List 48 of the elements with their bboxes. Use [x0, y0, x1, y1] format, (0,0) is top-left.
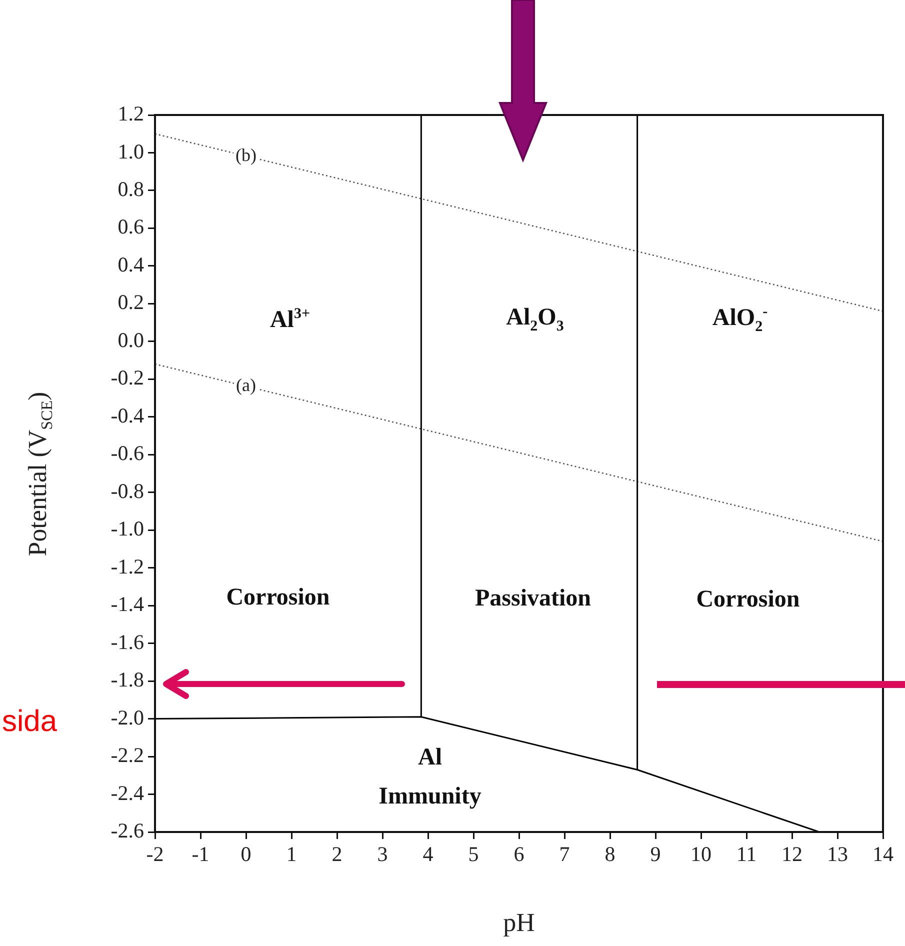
y-tick-label: -1.0	[110, 516, 144, 541]
y-tick-label: 0.2	[118, 290, 144, 314]
y-tick-label: -2.2	[110, 743, 144, 768]
y-tick-label: -2.0	[110, 705, 144, 730]
x-axis-title: pH	[503, 908, 535, 938]
y-tick-label: -2.6	[110, 818, 144, 843]
x-tick-label: 3	[377, 842, 388, 866]
y-tick-label: -0.8	[110, 478, 144, 503]
x-tick-label: 2	[332, 842, 342, 866]
y-tick-label: 0.6	[118, 214, 144, 239]
series-label: (a)	[236, 374, 256, 395]
x-tick-label: 12	[782, 842, 802, 866]
annotation: Al$_{2}$O$_{3}$	[506, 304, 564, 336]
y-tick-label: 0.4	[118, 252, 144, 276]
x-tick-label: -2	[146, 842, 164, 866]
annotation: Al$^{3+}$	[270, 306, 310, 334]
y-tick-label: 0.0	[118, 328, 144, 352]
y-tick-label: -0.2	[110, 366, 144, 390]
x-tick-label: 6	[514, 842, 524, 866]
x-tick-label: 0	[240, 842, 252, 866]
y-tick-label: -1.4	[110, 592, 144, 616]
x-tick-label: 4	[422, 842, 434, 866]
x-tick-label: 10	[690, 842, 712, 866]
x-tick-label: 9	[650, 842, 661, 866]
y-tick-label: 1.2	[118, 102, 144, 126]
annotation: Corrosion	[226, 584, 330, 612]
annotation: Al	[418, 744, 442, 772]
x-tick-label: 1	[286, 842, 297, 866]
x-tick-label: -1	[192, 842, 210, 866]
y-tick-label: -0.6	[110, 441, 144, 466]
text: sida	[2, 705, 58, 739]
y-tick-label: -0.4	[110, 403, 144, 428]
annotation: Passivation	[474, 586, 592, 612]
y-tick-label: 1.0	[118, 139, 144, 164]
y-tick-label: -1.2	[110, 554, 144, 578]
x-tick-label: 11	[736, 842, 757, 866]
x-tick-label: 13	[827, 842, 848, 866]
x-tick-label: 8	[604, 842, 616, 866]
y-tick-label: -2.4	[110, 780, 144, 805]
series-label: (b)	[236, 144, 256, 165]
x-tick-label: 7	[559, 842, 570, 866]
y-tick-label: 0.8	[118, 176, 144, 201]
annotation: Corrosion	[696, 586, 800, 614]
x-tick-label: 14	[872, 842, 894, 866]
y-tick-label: -1.6	[110, 630, 144, 654]
x-tick-label: 5	[468, 842, 479, 866]
annotation: Immunity	[378, 784, 482, 810]
y-tick-label: -1.8	[110, 668, 144, 692]
